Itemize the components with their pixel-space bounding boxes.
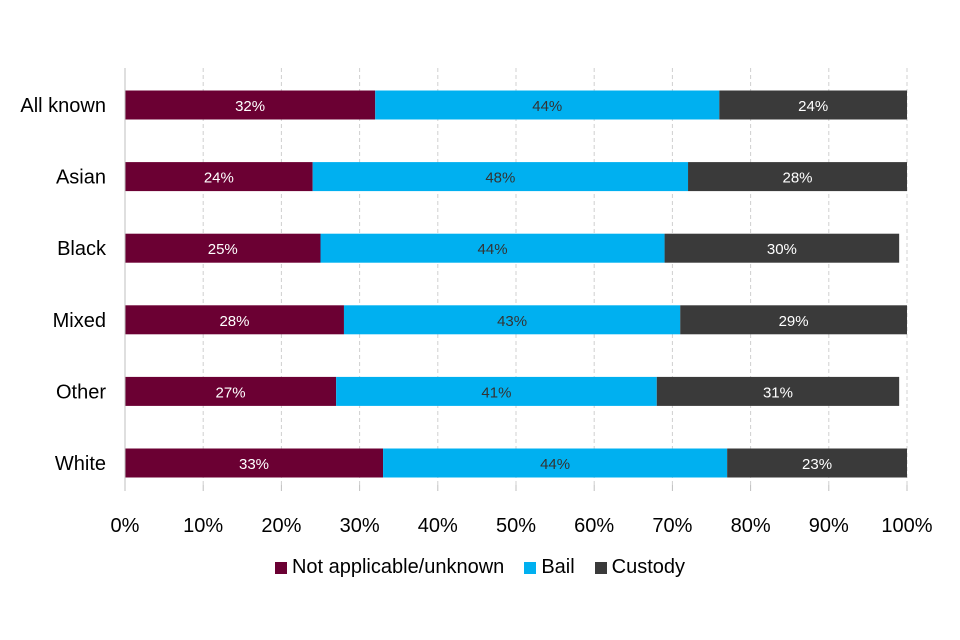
bar-segment: [664, 233, 900, 263]
bar-segment: [680, 305, 907, 335]
category-label: White: [55, 453, 106, 475]
data-label: 32%: [235, 98, 265, 115]
category-label: Asian: [56, 167, 106, 189]
stacked-bar-chart: All known 32% 44% 24% Asian 24% 48% 28% Black 25%…: [20, 68, 933, 537]
legend: Not applicable/unknown Bail Custody: [0, 556, 960, 579]
bar-segment: [719, 90, 907, 120]
x-tick-label: 20%: [261, 515, 301, 537]
bar-segment: [383, 448, 728, 478]
bar-segment: [125, 376, 337, 406]
data-label: 28%: [783, 170, 813, 187]
data-label: 24%: [798, 98, 828, 115]
bar-segment: [336, 376, 657, 406]
data-label: 33%: [239, 456, 269, 473]
legend-label: Custody: [611, 556, 686, 578]
data-label: 44%: [540, 456, 570, 473]
x-tick-label: 10%: [183, 515, 223, 537]
x-tick-label: 0%: [111, 515, 140, 537]
legend-swatch: [274, 561, 287, 574]
data-label: 43%: [497, 313, 527, 330]
x-tick-label: 60%: [574, 515, 614, 537]
legend-item: Custody: [594, 556, 686, 579]
data-label: 23%: [802, 456, 832, 473]
bar-segment: [727, 448, 907, 478]
x-tick-label: 50%: [496, 515, 536, 537]
x-tick-label: 30%: [340, 515, 380, 537]
data-label: 27%: [216, 384, 246, 401]
bar-segment: [312, 162, 689, 192]
bar-segment: [125, 233, 321, 263]
x-tick-label: 80%: [731, 515, 771, 537]
data-label: 31%: [763, 384, 793, 401]
bar-segment: [343, 305, 681, 335]
bar-segment: [688, 162, 907, 192]
x-tick-label: 100%: [881, 515, 932, 537]
x-tick-label: 70%: [652, 515, 692, 537]
category-label: Black: [57, 238, 107, 260]
data-label: 44%: [532, 98, 562, 115]
data-label: 28%: [219, 313, 249, 330]
bar-segment: [375, 90, 720, 120]
legend-label: Not applicable/unknown: [291, 556, 505, 578]
data-label: 29%: [779, 313, 809, 330]
data-label: 25%: [208, 241, 238, 258]
legend-swatch: [594, 561, 607, 574]
bar-segment: [125, 448, 384, 478]
category-label: Other: [56, 381, 106, 403]
category-label: All known: [20, 95, 106, 117]
bar-segment: [125, 90, 376, 120]
x-tick-label: 40%: [418, 515, 458, 537]
legend-label: Bail: [541, 556, 575, 578]
x-tick-label: 90%: [809, 515, 849, 537]
legend-item: Not applicable/unknown: [274, 556, 505, 579]
data-label: 30%: [767, 241, 797, 258]
data-label: 44%: [478, 241, 508, 258]
bar-segment: [656, 376, 900, 406]
legend-item: Bail: [524, 556, 575, 579]
bar-segment: [125, 162, 313, 192]
legend-swatch: [524, 561, 537, 574]
data-label: 48%: [485, 170, 515, 187]
data-label: 24%: [204, 170, 234, 187]
category-label: Mixed: [53, 310, 106, 332]
bar-segment: [125, 305, 344, 335]
bar-segment: [320, 233, 665, 263]
data-label: 41%: [481, 384, 511, 401]
